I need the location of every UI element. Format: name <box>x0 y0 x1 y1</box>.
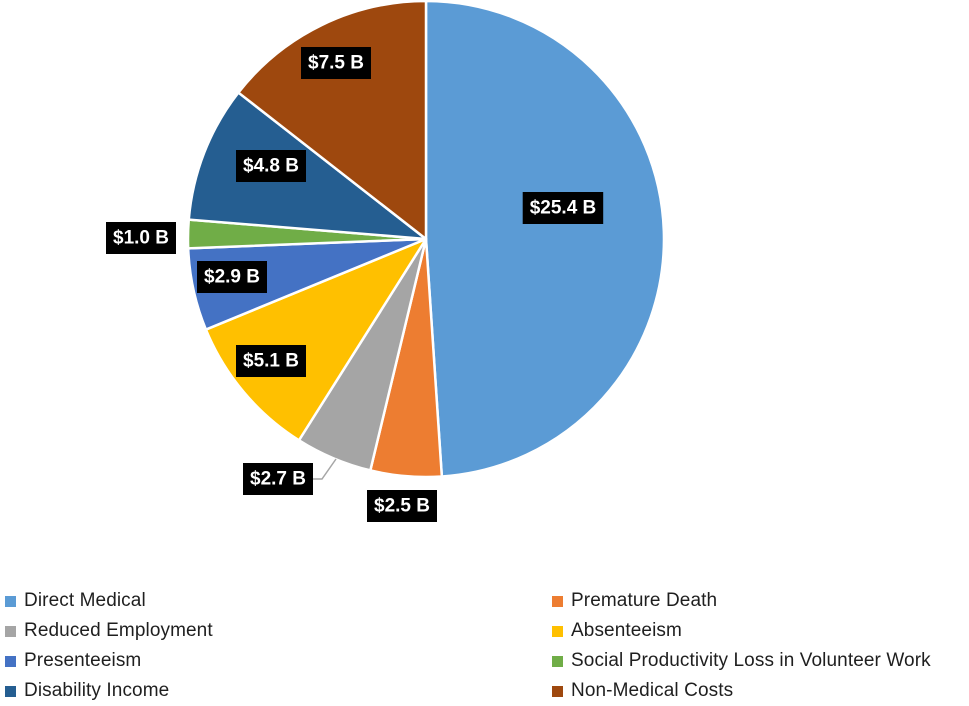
data-label-box <box>236 150 306 182</box>
pie-slices <box>186 0 666 479</box>
legend-swatch <box>552 625 563 637</box>
legend-item-direct-medical: Direct Medical <box>5 586 146 616</box>
leader-lines <box>313 458 337 480</box>
legend-swatch <box>552 685 563 697</box>
data-label-presenteeism: $2.9 B <box>197 261 267 293</box>
legend-swatch <box>552 655 563 667</box>
legend-swatch <box>5 685 16 697</box>
legend-swatch <box>552 595 563 607</box>
data-label-direct-medical: $25.4 B <box>522 192 604 224</box>
data-labels: $25.4 B $2.5 B $2.7 B $5.1 B $2.9 B $1.0 B $4.… <box>106 47 604 522</box>
legend-label: Premature Death <box>571 590 718 611</box>
legend-item-social-productivity-loss: Social Productivity Loss in Volunteer Wo… <box>552 646 931 676</box>
legend-label: Presenteeism <box>24 650 142 671</box>
legend-swatch <box>5 625 16 637</box>
data-label-box <box>367 490 437 522</box>
legend-swatch <box>5 655 16 667</box>
leader-line-reduced-employment <box>313 458 337 480</box>
pie-slice-absenteeism <box>204 237 428 442</box>
legend-item-non-medical-costs: Non-Medical Costs <box>552 676 733 706</box>
legend-swatch <box>5 595 16 607</box>
data-label-disability-income: $4.8 B <box>236 150 306 182</box>
legend-label: Disability Income <box>24 680 170 701</box>
legend-label: Absenteeism <box>571 620 682 641</box>
legend-label: Social Productivity Loss in Volunteer Wo… <box>571 650 931 671</box>
data-label-non-medical-costs: $7.5 B <box>301 47 371 79</box>
data-label-text: $5.1 B <box>243 351 299 372</box>
data-label-text: $2.5 B <box>374 496 430 517</box>
legend-item-reduced-employment: Reduced Employment <box>5 616 213 646</box>
legend-item-absenteeism: Absenteeism <box>552 616 682 646</box>
legend-label: Reduced Employment <box>24 620 213 641</box>
data-label-premature-death: $2.5 B <box>367 490 437 522</box>
legend-label: Non-Medical Costs <box>571 680 734 701</box>
data-label-box <box>197 261 267 293</box>
data-label-box <box>301 47 371 79</box>
data-label-text: $4.8 B <box>243 156 299 177</box>
data-label-absenteeism: $5.1 B <box>236 345 306 377</box>
data-label-box <box>243 463 313 495</box>
data-label-text: $7.5 B <box>308 53 364 74</box>
pie-slice-non-medical-costs <box>237 0 428 241</box>
data-label-text: $1.0 B <box>113 228 169 249</box>
data-label-box <box>522 192 604 224</box>
data-label-box <box>236 345 306 377</box>
data-label-text: $2.9 B <box>204 267 260 288</box>
data-label-reduced-employment: $2.7 B <box>243 463 313 495</box>
legend-label: Direct Medical <box>24 590 146 611</box>
data-label-box <box>106 222 176 254</box>
data-label-text: $25.4 B <box>530 198 597 219</box>
data-label-social-productivity-loss-in-volunteer-work: $1.0 B <box>106 222 176 254</box>
legend: Direct Medical Premature Death Reduced E… <box>0 586 969 703</box>
data-label-text: $2.7 B <box>250 469 306 490</box>
pie-slice-direct-medical <box>424 0 666 478</box>
legend-item-disability-income: Disability Income <box>5 676 169 706</box>
legend-item-presenteeism: Presenteeism <box>5 646 141 676</box>
pie-slice-disability-income <box>187 91 428 241</box>
legend-item-premature-death: Premature Death <box>552 586 717 616</box>
